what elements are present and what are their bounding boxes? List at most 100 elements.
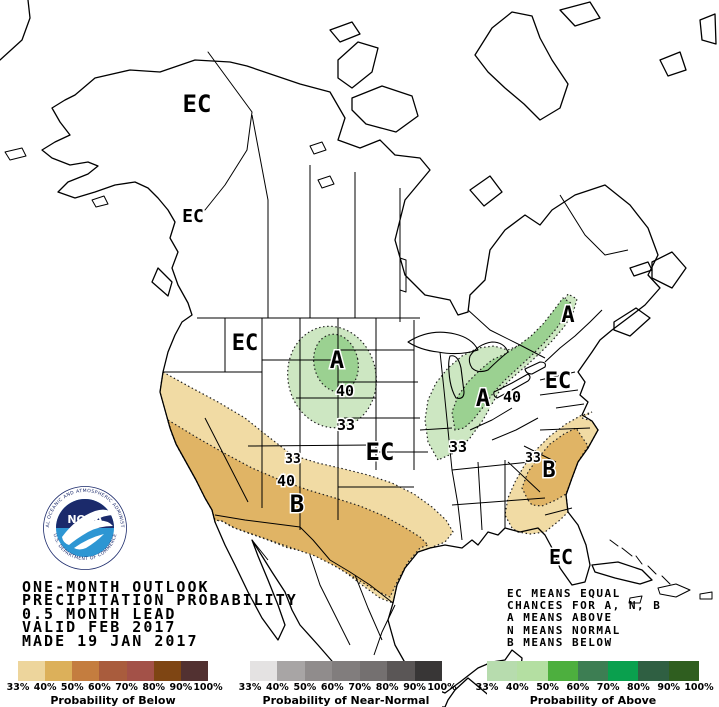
colorbar-segment	[517, 661, 548, 681]
colorbar-tick: 70%	[348, 682, 372, 693]
colorbar-near-normal-label: Probability of Near-Normal	[262, 694, 430, 707]
colorbar-above-swatches	[487, 661, 699, 681]
map-label-ec-central: EC	[366, 438, 395, 466]
noaa-ring-text-top: NATIONAL OCEANIC AND ATMOSPHERIC ADMINIS…	[0, 0, 125, 528]
colorbar-tick: 40%	[505, 682, 529, 693]
colorbar-tick: 90%	[403, 682, 426, 693]
colorbar-tick: 60%	[320, 682, 344, 693]
colorbar-segment	[126, 661, 154, 681]
region-below-40-southwest	[167, 418, 430, 598]
colorbar-segment	[99, 661, 127, 681]
colorbar-tick: 33%	[6, 682, 30, 693]
map-label-ec-alaska: EC	[183, 90, 212, 118]
colorbar-segment	[487, 661, 518, 681]
colorbar-tick: 60%	[88, 682, 111, 693]
colorbar-tick: 33%	[238, 682, 262, 693]
colorbar-below-swatches	[18, 661, 208, 681]
colorbar-segment	[18, 661, 46, 681]
title-block: ONE-MONTH OUTLOOK PRECIPITATION PROBABIL…	[22, 578, 298, 650]
svg-text:NATIONAL OCEANIC AND ATMOSPHER: NATIONAL OCEANIC AND ATMOSPHERIC ADMINIS…	[0, 0, 125, 528]
map-label-33-southeast: 33	[525, 451, 541, 466]
colorbar-segment	[277, 661, 305, 681]
colorbar-below-ticks: 33% 40% 50% 60% 70% 80% 90% 100%	[7, 681, 223, 693]
colorbar-segment	[668, 661, 699, 681]
colorbar-tick: 100%	[427, 682, 457, 693]
colorbar-near-normal: 33% 40% 50% 60% 70% 80% 90% 100% Probability of…	[239, 661, 457, 707]
colorbar-segment	[387, 661, 415, 681]
map-label-40-ohio-valley: 40	[503, 388, 521, 406]
colorbar-tick: 80%	[375, 682, 399, 693]
noaa-acronym: NOAA	[67, 513, 103, 526]
map-label-b-southwest: B	[290, 490, 304, 518]
colorbar-segment	[359, 661, 388, 681]
map-labels: EC EC EC A 40 33 EC A 40 33 A EC B 33 B …	[181, 89, 576, 571]
colorbar-segment	[180, 661, 208, 681]
map-label-33-ohio-valley: 33	[449, 438, 467, 456]
colorbar-below-label: Probability of Below	[50, 694, 176, 707]
colorbar-segment	[250, 661, 278, 681]
colorbar-tick: 40%	[266, 682, 289, 693]
colorbar-segment	[577, 661, 609, 681]
map-label-40-southwest: 40	[277, 472, 295, 490]
legend-line: CHANCES FOR A, N, B	[507, 599, 662, 613]
legend-line: EC MEANS EQUAL	[507, 587, 621, 600]
map-label-ec-northwest: EC	[232, 331, 259, 356]
colorbar-above: 33% 40% 50% 60% 70% 80% 90% 100% Probability of…	[476, 661, 714, 707]
lakes-and-rivers	[309, 141, 603, 399]
map-label-33-plains: 33	[337, 416, 355, 434]
colorbar-above-label: Probability of Above	[529, 694, 657, 707]
colorbar-above-ticks: 33% 40% 50% 60% 70% 80% 90% 100%	[476, 681, 714, 693]
title-line: ONE-MONTH OUTLOOK	[22, 578, 210, 596]
colorbar-tick: 80%	[627, 682, 650, 693]
colorbar-tick: 80%	[142, 682, 166, 693]
map-label-a-northeast: A	[561, 303, 574, 328]
colorbar-tick: 90%	[169, 682, 193, 693]
map-label-33-southwest: 33	[285, 452, 301, 467]
colorbar-below: 33% 40% 50% 60% 70% 80% 90% 100% Probability of…	[7, 661, 223, 707]
colorbar-segment	[608, 661, 639, 681]
colorbar-segment	[332, 661, 360, 681]
colorbar-tick: 33%	[475, 682, 499, 693]
map-label-ec-panhandle: EC	[182, 206, 204, 227]
region-above-40-northeast	[451, 297, 572, 431]
colorbar-segment	[72, 661, 100, 681]
colorbar-tick: 90%	[657, 682, 681, 693]
map-label-ec-florida: EC	[549, 545, 573, 569]
title-line: 0.5 MONTH LEAD	[22, 604, 177, 623]
legend-line: A MEANS ABOVE	[507, 611, 613, 625]
map-label-a-ohio-valley: A	[476, 384, 491, 412]
region-below-40-southeast	[521, 427, 589, 507]
outlook-regions	[159, 293, 599, 604]
colorbar-tick: 50%	[293, 682, 317, 693]
title-line: MADE 19 JAN 2017	[22, 631, 199, 650]
colorbar-segment	[304, 661, 333, 681]
legend-key-block: EC MEANS EQUAL CHANCES FOR A, N, B A MEA…	[507, 587, 662, 649]
noaa-logo-icon: NATIONAL OCEANIC AND ATMOSPHERIC ADMINIS…	[0, 0, 127, 570]
colorbar-segment	[547, 661, 578, 681]
colorbar-near-normal-swatches	[250, 661, 442, 681]
colorbar-tick: 40%	[33, 682, 57, 693]
title-line: PRECIPITATION PROBABILITY	[22, 591, 298, 610]
map-label-a-plains: A	[330, 346, 345, 374]
legend-line: N MEANS NORMAL	[507, 623, 621, 637]
colorbar-tick: 70%	[596, 682, 620, 693]
colorbar-segment	[638, 661, 669, 681]
title-line: VALID FEB 2017	[22, 618, 177, 637]
colorbar-tick: 50%	[60, 682, 84, 693]
region-above-40-plains	[313, 333, 359, 393]
colorbar-tick: 100%	[684, 682, 714, 693]
colorbar-tick: 50%	[536, 682, 559, 693]
colorbar-segment	[414, 661, 442, 681]
colorbar-segment	[153, 661, 181, 681]
colorbar-tick: 70%	[115, 682, 138, 693]
map-label-40-plains: 40	[336, 382, 354, 400]
map-label-b-southeast: B	[542, 458, 555, 483]
colorbar-near-normal-ticks: 33% 40% 50% 60% 70% 80% 90% 100%	[239, 681, 457, 693]
colorbar-segment	[45, 661, 73, 681]
state-borders	[163, 114, 629, 656]
legend-line: B MEANS BELOW	[507, 635, 613, 649]
colorbar-tick: 100%	[193, 682, 223, 693]
colorbar-tick: 60%	[566, 682, 590, 693]
